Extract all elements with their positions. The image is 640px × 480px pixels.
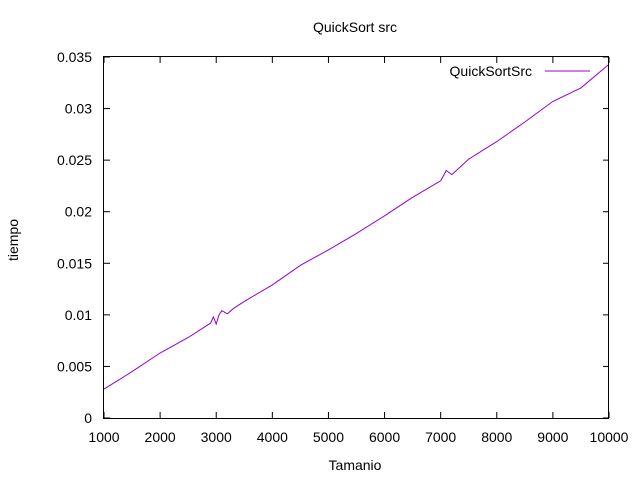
y-tick-label: 0 <box>84 410 92 426</box>
x-tick-label: 3000 <box>201 429 232 445</box>
x-axis-ticks: 1000 2000 3000 4000 5000 6000 7000 8000 9000 1000… <box>88 57 629 445</box>
y-tick-label: 0.025 <box>57 152 92 168</box>
y-tick-label: 0.035 <box>57 49 92 65</box>
legend: QuickSortSrc <box>450 63 590 79</box>
y-tick-label: 0.01 <box>65 307 92 323</box>
x-tick-label: 4000 <box>257 429 288 445</box>
series-line-quicksortsrc <box>103 63 610 390</box>
y-tick-label: 0.02 <box>65 204 92 220</box>
y-axis-ticks: 0 0.005 0.01 0.015 0.02 0.025 0.03 0.035 <box>57 49 609 426</box>
x-tick-label: 1000 <box>88 429 119 445</box>
x-tick-label: 9000 <box>537 429 568 445</box>
x-tick-label: 6000 <box>369 429 400 445</box>
y-tick-label: 0.005 <box>57 358 92 374</box>
y-tick-label: 0.015 <box>57 255 92 271</box>
x-tick-label: 8000 <box>481 429 512 445</box>
x-axis-title: Tamanio <box>329 457 382 473</box>
x-tick-label: 10000 <box>590 429 629 445</box>
x-tick-label: 2000 <box>145 429 176 445</box>
y-axis-title: tiempo <box>5 219 21 261</box>
plot-frame <box>103 56 609 419</box>
x-tick-label: 7000 <box>425 429 456 445</box>
x-tick-label: 5000 <box>313 429 344 445</box>
legend-label-quicksortsrc: QuickSortSrc <box>450 63 532 79</box>
y-tick-label: 0.03 <box>65 101 92 117</box>
chart-title: QuickSort src <box>313 19 397 35</box>
